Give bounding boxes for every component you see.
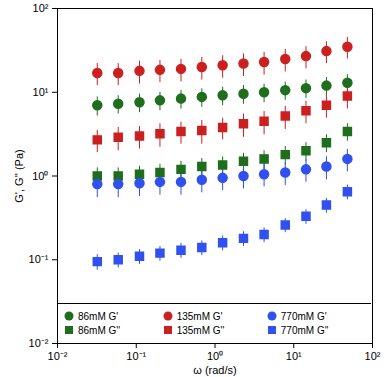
svg-text:10⁻²: 10⁻² (29, 337, 49, 349)
svg-text:10¹: 10¹ (33, 86, 49, 98)
svg-text:10²: 10² (33, 2, 49, 14)
html-text:135mM G'': 135mM G'' (176, 324, 225, 336)
html-text:86mM G': 86mM G' (78, 310, 119, 322)
svg-text:ω (rad/s): ω (rad/s) (193, 364, 236, 376)
html-text:770mM G': 770mM G' (280, 310, 327, 322)
svg-text:10⁰: 10⁰ (32, 170, 48, 182)
svg-text:10¹: 10¹ (286, 350, 302, 362)
svg-text:G', G'' (Pa): G', G'' (Pa) (13, 149, 25, 202)
svg-text:10⁻²: 10⁻² (48, 350, 68, 362)
svg-text:10²: 10² (365, 350, 381, 362)
html-text:135mM G': 135mM G' (176, 310, 223, 322)
svg-text:10⁻¹: 10⁻¹ (29, 253, 49, 265)
svg-text:10⁰: 10⁰ (207, 350, 223, 362)
html-text:86mM G'': 86mM G'' (78, 324, 121, 336)
html-text:770mM G'': 770mM G'' (280, 324, 329, 336)
svg-text:10⁻¹: 10⁻¹ (126, 350, 146, 362)
